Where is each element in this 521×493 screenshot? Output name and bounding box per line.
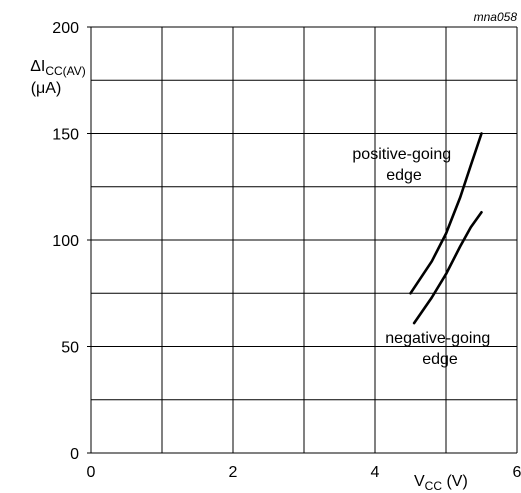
annotation-positive-line-1: positive-going <box>352 146 451 163</box>
x-axis-label: VCC (V) <box>414 473 468 493</box>
y-axis-label-sub: CC(AV) <box>45 64 85 78</box>
series-line-positive-going-edge <box>409 132 483 295</box>
x-axis-label-sub: CC <box>425 479 443 493</box>
x-tick-label-6: 6 <box>513 464 521 481</box>
x-tick-label-4: 4 <box>371 464 380 481</box>
series-line-negative-going-edge <box>412 211 483 325</box>
y-tick-label-200: 200 <box>52 20 79 37</box>
annotation-positive-line-2: edge <box>386 167 422 184</box>
annotation-positive-going: positive-going edge <box>352 146 455 184</box>
y-axis-unit: (μA) <box>31 80 62 97</box>
x-axis-label-main: V <box>414 473 425 490</box>
grid <box>87 26 518 454</box>
tick-labels: 0 2 4 6 0 50 100 150 200 <box>52 20 521 481</box>
y-tick-label-50: 50 <box>61 340 79 357</box>
annotation-negative-going: negative-going edge <box>385 330 494 368</box>
figure-id: mna058 <box>474 10 518 24</box>
x-tick-label-2: 2 <box>229 464 238 481</box>
x-axis-label-unit: (V) <box>442 473 468 490</box>
annotation-negative-line-2: edge <box>422 351 458 368</box>
y-axis-label: ΔICC(AV) <box>30 58 86 78</box>
y-tick-label-100: 100 <box>52 233 79 250</box>
annotation-negative-line-1: negative-going <box>385 330 490 347</box>
y-axis-label-prefix: ΔI <box>30 58 45 75</box>
y-tick-label-150: 150 <box>52 127 79 144</box>
x-tick-label-0: 0 <box>87 464 96 481</box>
y-tick-label-0: 0 <box>70 446 79 463</box>
series-lines <box>409 132 483 325</box>
